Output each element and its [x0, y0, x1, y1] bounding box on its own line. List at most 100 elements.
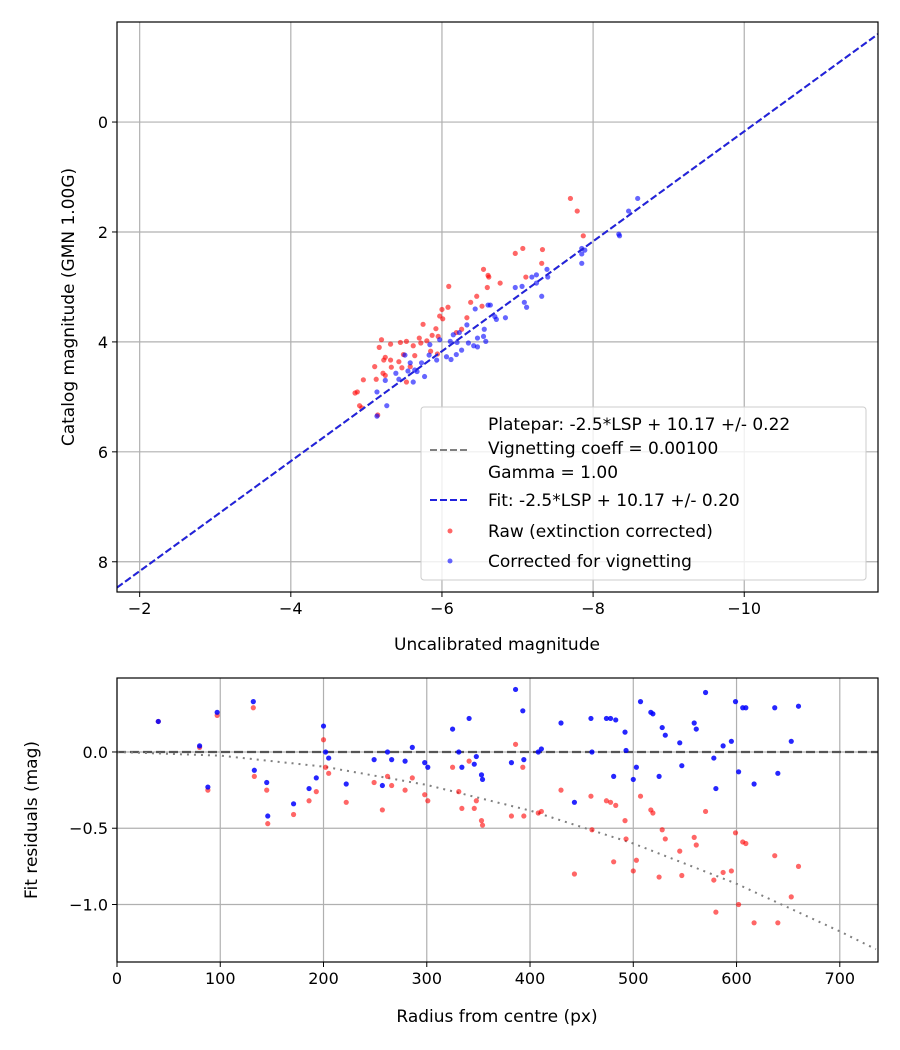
x-tick-label: 700: [825, 969, 856, 988]
raw-point: [439, 306, 445, 313]
raw-residual-point: [772, 853, 778, 859]
raw-point: [523, 274, 529, 280]
y-tick-label: 0: [98, 113, 108, 132]
raw-point: [373, 376, 379, 382]
raw-point: [567, 195, 574, 202]
corrected-residual-point: [466, 715, 472, 722]
corrected-residual-point: [379, 782, 385, 789]
x-tick-label: 0: [112, 969, 122, 988]
corrected-residual-point: [775, 770, 781, 776]
corrected-residual-point: [691, 720, 697, 726]
raw-point: [445, 304, 451, 310]
corrected-residual-point: [290, 801, 297, 807]
raw-residual-point: [711, 877, 717, 883]
corrected-residual-point: [250, 699, 256, 705]
raw-residual-point: [702, 808, 709, 815]
corrected-residual-point: [251, 767, 257, 773]
raw-point: [352, 390, 358, 396]
corrected-point: [483, 338, 489, 344]
raw-residual-point: [736, 901, 742, 908]
x-tick-label: −10: [727, 599, 761, 618]
corrected-residual-point: [736, 769, 742, 775]
corrected-residual-point: [265, 813, 271, 819]
corrected-point: [407, 360, 413, 366]
raw-residual-point: [588, 793, 594, 799]
corrected-residual-point: [693, 726, 699, 732]
corrected-point: [426, 352, 432, 358]
raw-residual-point: [320, 737, 327, 743]
legend-gamma-label: Gamma = 1.00: [488, 463, 618, 483]
corrected-residual-point: [613, 717, 619, 723]
corrected-point: [443, 354, 450, 360]
corrected-residual-point: [637, 699, 644, 705]
raw-residual-point: [326, 770, 332, 776]
corrected-residual-point: [743, 705, 749, 711]
legend-box: [420, 406, 867, 581]
raw-point: [381, 357, 387, 363]
legend-fit-label: Fit: -2.5*LSP + 10.17 +/- 0.20: [488, 491, 740, 511]
legend-corrected-label: Corrected for vignetting: [488, 552, 692, 572]
corrected-residual-point: [728, 738, 734, 744]
raw-residual-point: [623, 836, 629, 842]
raw-point: [397, 339, 403, 346]
raw-point: [399, 365, 405, 371]
raw-residual-point: [589, 827, 595, 833]
corrected-residual-point: [679, 763, 685, 769]
x-tick-label: −2: [128, 599, 152, 618]
corrected-point: [402, 352, 408, 358]
corrected-residual-point: [611, 773, 617, 779]
corrected-residual-point: [384, 749, 391, 755]
corrected-residual-point: [588, 715, 594, 722]
corrected-point: [519, 283, 525, 289]
corrected-residual-point: [322, 749, 329, 755]
corrected-residual-point: [459, 764, 465, 770]
raw-residual-point: [630, 868, 636, 874]
corrected-point: [453, 351, 459, 358]
x-axis-label: Radius from centre (px): [396, 1007, 597, 1027]
raw-residual-point: [313, 789, 319, 795]
corrected-residual-point: [558, 720, 564, 726]
corrected-residual-point: [205, 784, 211, 790]
raw-residual-point: [728, 868, 734, 874]
corrected-residual-point: [521, 757, 527, 763]
y-tick-label: 0.0: [83, 743, 108, 762]
corrected-point: [418, 360, 425, 366]
corrected-point: [539, 293, 545, 299]
raw-point: [486, 274, 492, 280]
corrected-point: [464, 322, 470, 328]
corrected-point: [465, 340, 472, 346]
raw-point: [360, 377, 366, 383]
corrected-point: [393, 370, 399, 376]
corrected-point: [382, 377, 388, 383]
raw-residual-point: [479, 822, 486, 828]
raw-residual-point: [611, 859, 617, 865]
corrected-point: [533, 272, 540, 278]
raw-residual-point: [656, 874, 662, 880]
raw-residual-point: [693, 842, 699, 848]
corrected-point: [579, 260, 585, 266]
raw-point: [372, 364, 378, 370]
raw-residual-point: [622, 818, 628, 824]
corrected-point: [448, 356, 454, 363]
raw-point: [539, 260, 545, 266]
raw-point: [420, 321, 426, 327]
corrected-point: [544, 266, 550, 272]
corrected-point: [434, 357, 440, 363]
raw-residual-point: [251, 773, 257, 779]
raw-residual-point: [538, 808, 544, 815]
corrected-residual-point: [656, 773, 662, 779]
corrected-residual-point: [603, 715, 610, 722]
grid: [116, 678, 878, 962]
corrected-residual-point: [720, 743, 726, 749]
corrected-residual-point: [389, 757, 395, 763]
raw-residual-point: [422, 792, 428, 798]
raw-residual-point: [379, 807, 385, 813]
x-tick-label: −8: [581, 599, 605, 618]
corrected-point: [437, 337, 443, 343]
raw-point: [446, 283, 452, 289]
corrected-residual-point: [409, 744, 415, 750]
corrected-point: [502, 315, 509, 321]
raw-point: [433, 326, 439, 332]
